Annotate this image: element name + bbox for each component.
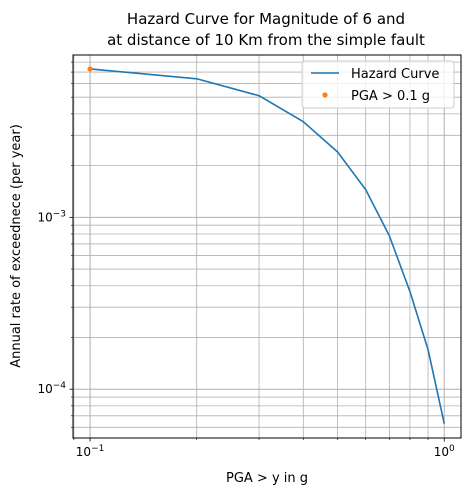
x-axis-label: PGA > y in g (226, 471, 308, 486)
y-axis-label: Annual rate of exceednece (per year) (9, 124, 24, 368)
y-tick-label: 10−3 (37, 209, 66, 224)
hazard-curve-line (89, 68, 446, 424)
chart-title-line-2: at distance of 10 Km from the simple fau… (107, 31, 425, 49)
y-tick-label: 10−4 (37, 381, 66, 396)
major-grid (73, 55, 461, 438)
legend-marker-swatch (322, 92, 328, 98)
legend-frame (301, 60, 455, 109)
legend-label-hazard-curve: Hazard Curve (351, 67, 439, 82)
pga-marker-point (87, 66, 93, 72)
series-layer (87, 66, 446, 424)
plot-frame (72, 54, 462, 439)
x-tick-label: 10−1 (76, 444, 105, 459)
tick-layer: 10−1 100 10−4 10−3 (37, 61, 455, 459)
x-tick-label: 100 (434, 444, 455, 459)
legend: Hazard Curve PGA > 0.1 g (301, 60, 455, 109)
legend-label-pga: PGA > 0.1 g (351, 89, 430, 104)
chart-title-line-1: Hazard Curve for Magnitude of 6 and (127, 10, 405, 28)
